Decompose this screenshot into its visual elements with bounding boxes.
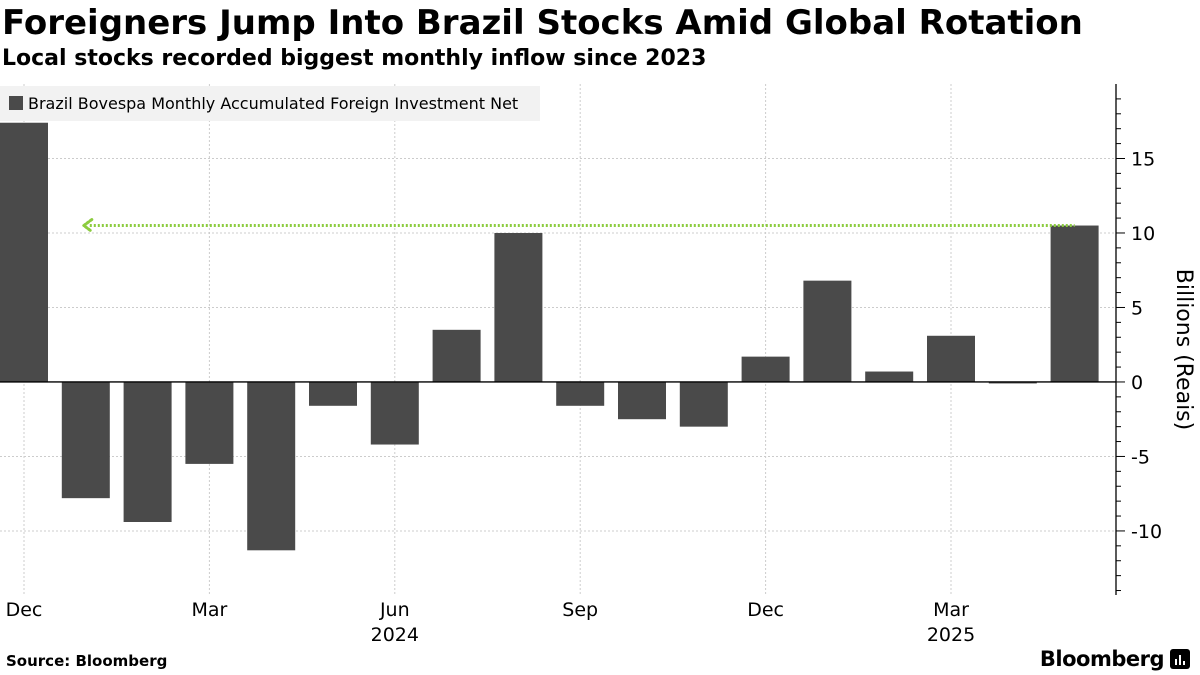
y-tick-label: -10 <box>1131 521 1162 543</box>
y-tick-label: 0 <box>1131 372 1143 394</box>
bar-chart-icon <box>1170 649 1190 669</box>
bar <box>803 280 852 382</box>
bar <box>741 356 790 382</box>
brand-logo: Bloomberg <box>1040 645 1190 673</box>
x-tick-label: Mar <box>191 599 227 621</box>
source-note: Source: Bloomberg <box>6 652 168 670</box>
bar <box>432 329 481 382</box>
y-tick-label: -5 <box>1131 446 1150 468</box>
x-tick-label: Dec <box>747 599 784 621</box>
legend: Brazil Bovespa Monthly Accumulated Forei… <box>0 86 540 121</box>
x-tick-labels: Dec Mar Jun 2024 Sep Dec Mar 2025 <box>6 599 976 646</box>
bar <box>309 381 357 406</box>
y-tick-label: 10 <box>1131 223 1155 245</box>
bar <box>927 335 975 382</box>
bar <box>370 381 419 445</box>
bar <box>247 381 296 551</box>
bar <box>679 381 728 427</box>
legend-swatch <box>9 96 23 110</box>
y-tick-label: 5 <box>1131 297 1143 319</box>
x-tick-label: Jun <box>379 599 410 621</box>
x-tick-label: Sep <box>562 599 598 621</box>
bar <box>0 122 48 382</box>
y-axis-label: Billions (Reais) <box>1171 269 1196 430</box>
bars <box>0 122 1099 551</box>
x-tick-label: Mar <box>933 599 969 621</box>
bar <box>988 381 1037 384</box>
bar <box>865 371 914 382</box>
chart-subtitle: Local stocks recorded biggest monthly in… <box>2 46 707 71</box>
bar <box>494 232 543 382</box>
bar <box>185 381 234 464</box>
x-year-label: 2024 <box>371 624 419 646</box>
legend-background <box>0 86 540 121</box>
x-tick-label: Dec <box>6 599 43 621</box>
bar <box>61 381 110 499</box>
bar <box>556 381 605 406</box>
bar <box>123 381 172 522</box>
x-year-label: 2025 <box>927 624 975 646</box>
chart-title: Foreigners Jump Into Brazil Stocks Amid … <box>2 3 1083 43</box>
bar <box>618 381 666 420</box>
brand-name: Bloomberg <box>1039 647 1165 671</box>
bar <box>1050 225 1099 382</box>
y-tick-labels: 15 10 5 0 -5 -10 <box>1116 98 1162 592</box>
legend-label: Brazil Bovespa Monthly Accumulated Forei… <box>28 94 518 113</box>
reference-arrowhead <box>81 218 94 234</box>
y-tick-label: 15 <box>1131 148 1155 170</box>
